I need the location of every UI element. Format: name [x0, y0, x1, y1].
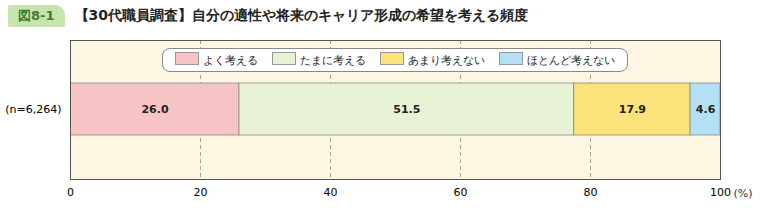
- svg-text:51.5: 51.5: [393, 103, 420, 116]
- svg-text:4.6: 4.6: [696, 103, 716, 116]
- svg-text:60: 60: [454, 186, 468, 199]
- svg-text:17.9: 17.9: [619, 103, 646, 116]
- svg-text:(n=6,264): (n=6,264): [5, 103, 61, 116]
- svg-text:20: 20: [194, 186, 208, 199]
- svg-text:0: 0: [67, 186, 74, 199]
- html-text:図8-1: 図8-1: [18, 8, 55, 23]
- svg-text:80: 80: [584, 186, 598, 199]
- svg-text:40: 40: [324, 186, 338, 199]
- html-text:ほとんど考えない: ほとんど考えない: [527, 54, 615, 67]
- html-text:あまり考えない: あまり考えない: [408, 54, 485, 67]
- svg-text:26.0: 26.0: [141, 103, 168, 116]
- html-text:【30代職員調査】自分の適性や将来のキャリア形成の希望を考え: 【30代職員調査】自分の適性や将来のキャリア形成の希望を考える頻度: [74, 7, 528, 23]
- html-text:たまに考える: たまに考える: [300, 54, 366, 67]
- html-text:よく考える: よく考える: [203, 54, 258, 67]
- svg-text:100: 100: [710, 186, 731, 199]
- svg-text:(%): (%): [734, 187, 753, 200]
